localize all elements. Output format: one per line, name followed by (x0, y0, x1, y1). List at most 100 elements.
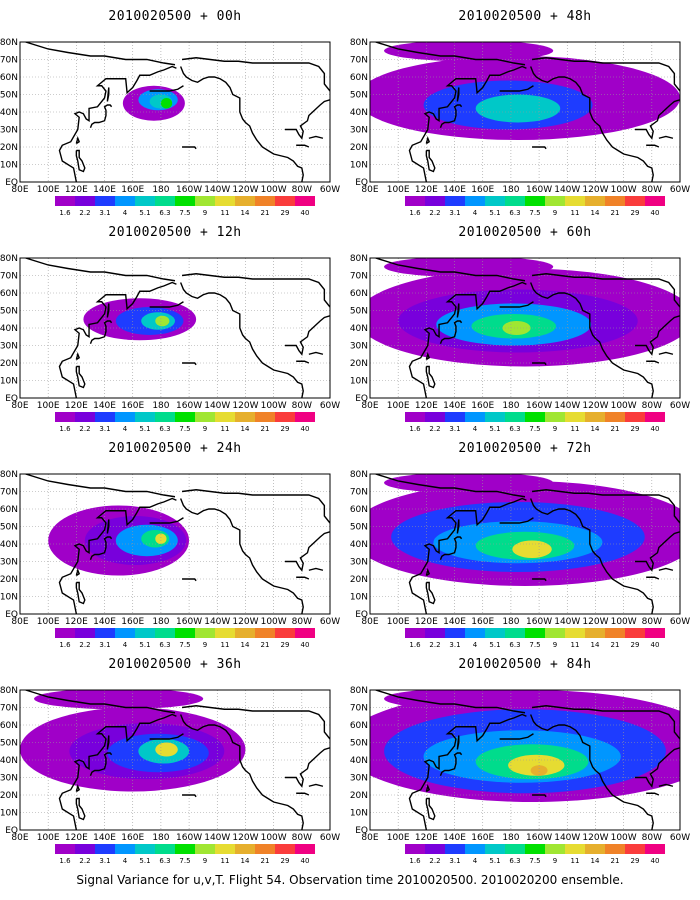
y-tick-label: 10N (0, 161, 18, 171)
x-tick-label: 180 (502, 401, 519, 411)
colorbar-label: 7.5 (529, 209, 541, 217)
colorbar-swatch (545, 412, 565, 422)
colorbar-swatch (235, 196, 255, 206)
colorbar-label: 21 (260, 641, 270, 649)
y-tick-label: 80N (350, 686, 368, 696)
colorbar-swatch (425, 196, 445, 206)
colorbar-label: 6.3 (509, 209, 521, 217)
colorbar (405, 844, 665, 854)
y-tick-label: 70N (0, 56, 18, 66)
map-frame (369, 41, 681, 183)
coastline (658, 567, 674, 571)
colorbar-label: 40 (650, 209, 660, 217)
x-tick-label: 180 (152, 617, 169, 627)
x-tick-label: 180 (152, 401, 169, 411)
variance-contour (384, 690, 554, 710)
colorbar (55, 196, 315, 206)
colorbar-label: 14 (590, 425, 600, 433)
panel-title: 2010020500 + 84h (458, 657, 592, 672)
x-tick-label: 100E (387, 833, 410, 843)
map-plot: EQ 10N 20N 30N 40N 50N 60N 70N 80N 80E 100E 120E 140… (0, 38, 340, 195)
forecast-panel: 2010020500 + 84h EQ 10N 20N 30N 40N 50N 60N 70N 8… (350, 648, 700, 870)
colorbar-swatch (425, 844, 445, 854)
coastline (308, 351, 324, 355)
x-tick-label: 100W (261, 185, 287, 195)
colorbar-swatch (505, 196, 525, 206)
coastline (408, 65, 527, 182)
x-tick-label: 100E (387, 401, 410, 411)
colorbar-swatch (55, 196, 75, 206)
coastline (499, 301, 534, 308)
y-tick-label: 70N (350, 488, 368, 498)
colorbar-label: 5.1 (139, 641, 151, 649)
coastline (375, 42, 526, 66)
coastline (425, 352, 431, 361)
colorbar-label: 7.5 (179, 641, 191, 649)
colorbar-swatch (525, 412, 545, 422)
y-tick-label: 80N (350, 470, 368, 480)
coastline (646, 576, 660, 580)
y-tick-label: 50N (0, 739, 18, 749)
y-tick-label: 60N (350, 721, 368, 731)
colorbar-swatch (155, 628, 175, 638)
x-tick-label: 180 (152, 185, 169, 195)
colorbar-label: 29 (630, 209, 640, 217)
coastline (375, 258, 526, 282)
x-tick-label: 80W (292, 185, 312, 195)
map-plot: EQ 10N 20N 30N 40N 50N 60N 70N 80N 80E 100E 120E 140… (0, 470, 340, 627)
colorbar-swatch (295, 196, 315, 206)
coastline (89, 752, 113, 777)
colorbar-swatch (645, 412, 665, 422)
x-tick-label: 80W (292, 833, 312, 843)
coastline (408, 713, 527, 830)
x-tick-label: 120E (65, 617, 88, 627)
colorbar-swatch (645, 844, 665, 854)
x-tick-label: 160E (471, 185, 494, 195)
x-tick-label: 160E (471, 833, 494, 843)
colorbar-label: 3.1 (99, 209, 111, 217)
variance-contour (384, 42, 554, 62)
colorbar-swatch (505, 412, 525, 422)
colorbar-label: 9 (202, 209, 208, 217)
colorbar-label: 6.3 (159, 857, 171, 865)
coastline (25, 474, 176, 498)
colorbar-label: 3.1 (449, 425, 461, 433)
x-tick-label: 100E (37, 617, 60, 627)
colorbar-label: 3.1 (449, 209, 461, 217)
coastline (106, 87, 110, 102)
coastline (149, 733, 184, 740)
x-tick-label: 80W (642, 833, 662, 843)
colorbar-label: 2.2 (79, 425, 91, 433)
colorbar-label: 14 (240, 209, 250, 217)
colorbar-swatch (445, 628, 465, 638)
y-tick-label: 20N (0, 143, 18, 153)
colorbar-swatch (605, 412, 625, 422)
colorbar-swatch (175, 628, 195, 638)
colorbar-swatch (275, 196, 295, 206)
x-tick-label: 160E (471, 401, 494, 411)
panel-title: 2010020500 + 48h (458, 9, 592, 24)
colorbar-swatch (115, 844, 135, 854)
panel-title: 2010020500 + 60h (458, 225, 592, 240)
coastline (439, 536, 463, 561)
map-frame (19, 689, 331, 831)
colorbar-swatch (585, 196, 605, 206)
y-tick-label: EQ (355, 826, 368, 836)
colorbar-label: 29 (630, 425, 640, 433)
colorbar-swatch (135, 844, 155, 854)
colorbar-label: 29 (280, 857, 290, 865)
coastline (456, 303, 460, 318)
panel-title: 2010020500 + 24h (108, 441, 242, 456)
coastline (179, 714, 304, 830)
colorbar-label: 4 (122, 209, 128, 217)
colorbar-swatch (55, 628, 75, 638)
x-tick-label: 100W (611, 185, 637, 195)
map-frame (369, 257, 681, 399)
coastline (529, 66, 654, 182)
map-frame (19, 257, 331, 399)
colorbar-label: 3.1 (449, 641, 461, 649)
coastline (75, 581, 86, 605)
colorbar-label: 11 (570, 425, 580, 433)
colorbar-swatch (235, 844, 255, 854)
map-plot: EQ 10N 20N 30N 40N 50N 60N 70N 80N 80E 100E 120E 140… (350, 470, 690, 627)
